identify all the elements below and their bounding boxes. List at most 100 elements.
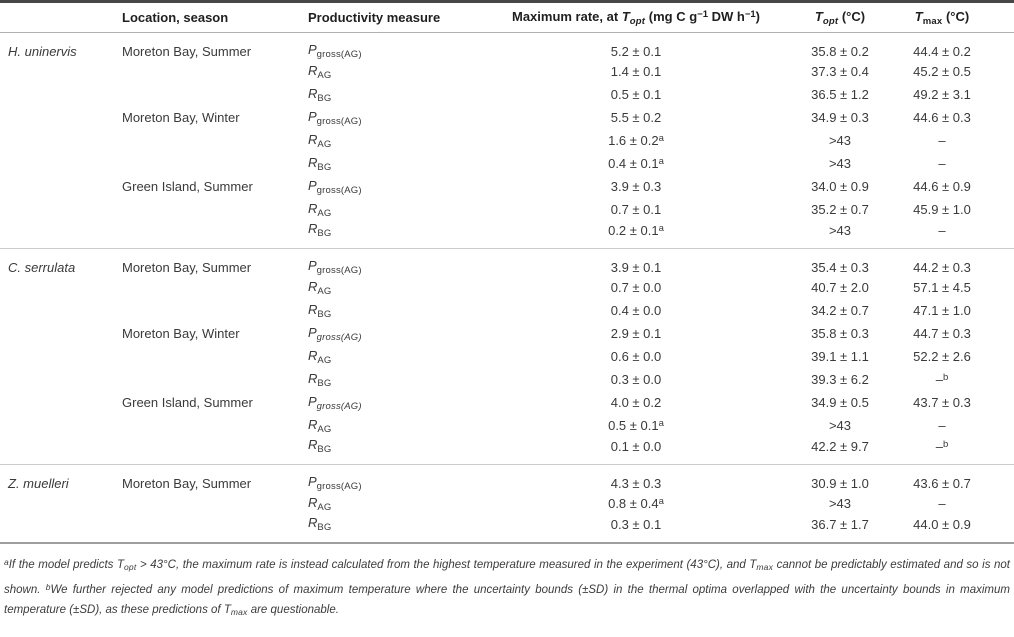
table-row: Green Island, Summer Pgross(AG) 3.9 ± 0.3 3… <box>0 175 1014 198</box>
location-season: Green Island, Summer <box>122 395 253 410</box>
rate-cell: 0.7 ± 0.1 <box>482 198 790 221</box>
t-subscript: max <box>922 15 943 27</box>
location-cell <box>112 60 300 83</box>
table-row: RBG 0.4 ± 0.0 34.2 ± 0.7 47.1 ± 1.0 <box>0 299 1014 322</box>
measure-cell: RBG <box>300 299 482 322</box>
col-location-season: Location, season <box>112 1 300 33</box>
table-row: H. uninervis Moreton Bay, Summer Pgross(AG… <box>0 33 1014 61</box>
species-name: Z. muelleri <box>8 475 69 491</box>
rate-value: 2.9 ± 0.1 <box>610 326 662 341</box>
tmax-cell: 45.2 ± 0.5 <box>890 60 1014 83</box>
results-table: Location, season Productivity measure Ma… <box>0 0 1014 544</box>
rate-value: 4.0 ± 0.2 <box>610 395 662 410</box>
rate-cell: 0.4 ± 0.0 <box>482 299 790 322</box>
measure-symbol: R <box>308 301 318 317</box>
topt-cell: 39.1 ± 1.1 <box>790 345 890 368</box>
rate-cell: 0.7 ± 0.0 <box>482 276 790 299</box>
topt-value: 37.3 ± 0.4 <box>811 64 869 79</box>
footnote-text: are questionable. <box>247 604 339 616</box>
tmax-cell: 44.6 ± 0.3 <box>890 106 1014 129</box>
t-subscript: max <box>756 562 774 572</box>
measure-subscript: BG <box>317 92 332 104</box>
species-name: C. serrulata <box>8 259 76 275</box>
rate-value: 0.7 ± 0.0 <box>610 280 662 295</box>
topt-value: 36.5 ± 1.2 <box>811 87 869 102</box>
topt-cell: 36.5 ± 1.2 <box>790 83 890 106</box>
table-header: Location, season Productivity measure Ma… <box>0 1 1014 33</box>
table-row: Moreton Bay, Winter Pgross(AG) 5.5 ± 0.2 34… <box>0 106 1014 129</box>
measure-symbol: P <box>308 258 317 273</box>
col-topt: Topt (°C) <box>790 1 890 33</box>
footnote-marker: a <box>658 222 664 234</box>
tmax-cell: – <box>890 152 1014 175</box>
location-cell: Moreton Bay, Winter <box>112 106 300 129</box>
table-row: RAG 0.6 ± 0.0 39.1 ± 1.1 52.2 ± 2.6 <box>0 345 1014 368</box>
tmax-cell: 43.6 ± 0.7 <box>890 464 1014 492</box>
exponent: −1 <box>697 8 708 20</box>
tmax-value: 44.2 ± 0.3 <box>913 259 971 275</box>
t-subscript: opt <box>822 15 839 27</box>
rate-cell: 1.6 ± 0.2a <box>482 129 790 152</box>
rate-value: 3.9 ± 0.1 <box>610 259 662 275</box>
t-symbol: T <box>621 8 630 24</box>
measure-symbol: R <box>308 347 318 363</box>
topt-value: >43 <box>828 156 852 171</box>
tmax-cell: 47.1 ± 1.0 <box>890 299 1014 322</box>
measure-symbol: R <box>308 494 318 510</box>
location-cell <box>112 515 300 543</box>
measure-subscript: AG <box>317 354 332 366</box>
species-cell <box>0 299 112 322</box>
measure-subscript: gross(AG) <box>316 400 362 412</box>
measure-cell: Pgross(AG) <box>300 175 482 198</box>
topt-value: 39.3 ± 6.2 <box>811 372 869 387</box>
topt-value: 34.9 ± 0.5 <box>811 395 869 410</box>
topt-cell: 34.9 ± 0.5 <box>790 391 890 414</box>
measure-cell: Pgross(AG) <box>300 106 482 129</box>
topt-cell: 34.9 ± 0.3 <box>790 106 890 129</box>
measure-subscript: gross(AG) <box>316 481 362 492</box>
tmax-value: 52.2 ± 2.6 <box>913 349 971 364</box>
location-cell <box>112 129 300 152</box>
topt-cell: 35.8 ± 0.3 <box>790 322 890 345</box>
rate-value: 4.3 ± 0.3 <box>610 475 662 491</box>
measure-cell: RBG <box>300 515 482 543</box>
table-row: Z. muelleri Moreton Bay, Summer Pgross(AG)… <box>0 464 1014 492</box>
measure-symbol: R <box>308 131 318 147</box>
measure-cell: RAG <box>300 60 482 83</box>
location-season: Moreton Bay, Summer <box>122 43 252 59</box>
rate-value: 0.5 ± 0.1 <box>610 87 662 102</box>
measure-symbol: R <box>308 515 318 530</box>
footnote-marker: a <box>4 557 9 567</box>
rate-value: 0.1 ± 0.0 <box>610 438 662 454</box>
tmax-cell: 44.6 ± 0.9 <box>890 175 1014 198</box>
measure-subscript: AG <box>317 501 332 513</box>
table-footnote: aIf the model predicts Topt > 43°C, the … <box>0 552 1014 622</box>
species-cell <box>0 129 112 152</box>
tmax-cell: 44.2 ± 0.3 <box>890 248 1014 276</box>
measure-symbol: R <box>308 278 318 294</box>
measure-symbol: P <box>308 474 317 489</box>
species-cell: H. uninervis <box>0 33 112 61</box>
species-cell <box>0 391 112 414</box>
maxrate-label-pre: Maximum rate, at <box>511 8 622 24</box>
species-cell <box>0 221 112 249</box>
measure-symbol: R <box>308 437 318 452</box>
tmax-value: 57.1 ± 4.5 <box>913 280 971 295</box>
measure-symbol: P <box>308 42 317 57</box>
t-subscript: opt <box>629 15 646 27</box>
footnote-text: > 43°C, the maximum rate is instead calc… <box>136 559 750 571</box>
measure-symbol: P <box>308 108 317 124</box>
tmax-cell: 57.1 ± 4.5 <box>890 276 1014 299</box>
species-cell <box>0 345 112 368</box>
topt-cell: >43 <box>790 152 890 175</box>
tmax-value: 43.7 ± 0.3 <box>913 395 971 410</box>
measure-cell: RAG <box>300 414 482 437</box>
measure-subscript: gross(AG) <box>316 49 362 60</box>
topt-cell: 37.3 ± 0.4 <box>790 60 890 83</box>
rate-cell: 0.3 ± 0.0 <box>482 368 790 391</box>
measure-subscript: gross(AG) <box>316 265 362 276</box>
tmax-cell: 44.7 ± 0.3 <box>890 322 1014 345</box>
exponent: −1 <box>744 8 756 20</box>
topt-value: 34.9 ± 0.3 <box>811 110 869 125</box>
